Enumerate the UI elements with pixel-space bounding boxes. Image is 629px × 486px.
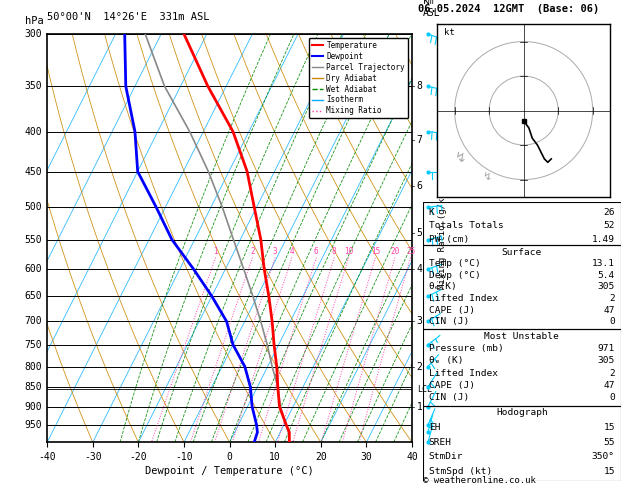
Text: LCL: LCL bbox=[418, 384, 433, 394]
Text: 8: 8 bbox=[332, 246, 337, 256]
Text: 20: 20 bbox=[391, 246, 399, 256]
Text: 350°: 350° bbox=[592, 452, 615, 461]
Text: 900: 900 bbox=[24, 401, 42, 412]
Text: 5: 5 bbox=[416, 228, 422, 238]
Text: 0: 0 bbox=[609, 393, 615, 402]
Text: 6: 6 bbox=[416, 181, 422, 191]
Text: 7: 7 bbox=[416, 135, 422, 145]
Text: 8: 8 bbox=[416, 81, 422, 91]
Text: θₑ (K): θₑ (K) bbox=[428, 356, 463, 365]
Text: 4: 4 bbox=[416, 264, 422, 274]
Text: 2: 2 bbox=[250, 246, 255, 256]
Legend: Temperature, Dewpoint, Parcel Trajectory, Dry Adiabat, Wet Adiabat, Isotherm, Mi: Temperature, Dewpoint, Parcel Trajectory… bbox=[309, 38, 408, 119]
Text: 50°00'N  14°26'E  331m ASL: 50°00'N 14°26'E 331m ASL bbox=[47, 12, 209, 22]
Text: StmSpd (kt): StmSpd (kt) bbox=[428, 467, 492, 476]
Text: 2: 2 bbox=[416, 362, 422, 372]
Text: 600: 600 bbox=[24, 264, 42, 274]
Text: 400: 400 bbox=[24, 126, 42, 137]
Text: 5.4: 5.4 bbox=[598, 271, 615, 279]
Text: CIN (J): CIN (J) bbox=[428, 393, 469, 402]
Text: 0: 0 bbox=[609, 317, 615, 326]
Text: 55: 55 bbox=[603, 437, 615, 447]
Text: 305: 305 bbox=[598, 282, 615, 291]
Text: θₑ(K): θₑ(K) bbox=[428, 282, 457, 291]
Text: CAPE (J): CAPE (J) bbox=[428, 306, 475, 314]
Text: 1: 1 bbox=[213, 246, 218, 256]
Text: ↯: ↯ bbox=[482, 172, 492, 182]
Text: Dewp (°C): Dewp (°C) bbox=[428, 271, 481, 279]
Text: Pressure (mb): Pressure (mb) bbox=[428, 344, 503, 353]
Text: ↯: ↯ bbox=[455, 151, 466, 165]
Text: 450: 450 bbox=[24, 167, 42, 176]
Text: 2: 2 bbox=[609, 294, 615, 303]
Text: 06.05.2024  12GMT  (Base: 06): 06.05.2024 12GMT (Base: 06) bbox=[418, 3, 599, 14]
Text: 971: 971 bbox=[598, 344, 615, 353]
Text: 3: 3 bbox=[416, 316, 422, 326]
Text: 2: 2 bbox=[609, 368, 615, 378]
Text: 300: 300 bbox=[24, 29, 42, 39]
Text: 550: 550 bbox=[24, 235, 42, 244]
Text: 950: 950 bbox=[24, 420, 42, 430]
Text: K: K bbox=[428, 208, 435, 217]
Text: Lifted Index: Lifted Index bbox=[428, 294, 498, 303]
Text: Totals Totals: Totals Totals bbox=[428, 222, 503, 230]
Text: SREH: SREH bbox=[428, 437, 452, 447]
Text: 15: 15 bbox=[370, 246, 380, 256]
Text: Mixing Ratio (g/kg): Mixing Ratio (g/kg) bbox=[438, 187, 447, 289]
Text: 1.49: 1.49 bbox=[592, 235, 615, 243]
Text: EH: EH bbox=[428, 423, 440, 432]
Text: PW (cm): PW (cm) bbox=[428, 235, 469, 243]
Text: 52: 52 bbox=[603, 222, 615, 230]
Text: 15: 15 bbox=[603, 423, 615, 432]
X-axis label: Dewpoint / Temperature (°C): Dewpoint / Temperature (°C) bbox=[145, 466, 314, 476]
Text: 25: 25 bbox=[406, 246, 415, 256]
Text: 3: 3 bbox=[273, 246, 277, 256]
Text: 800: 800 bbox=[24, 362, 42, 372]
Text: 10: 10 bbox=[344, 246, 353, 256]
Text: 47: 47 bbox=[603, 306, 615, 314]
Text: StmDir: StmDir bbox=[428, 452, 463, 461]
Text: Most Unstable: Most Unstable bbox=[484, 331, 559, 341]
Text: 26: 26 bbox=[603, 208, 615, 217]
Text: 750: 750 bbox=[24, 340, 42, 350]
Text: hPa: hPa bbox=[25, 16, 44, 26]
Text: Surface: Surface bbox=[502, 248, 542, 257]
Text: 15: 15 bbox=[603, 467, 615, 476]
Text: kt: kt bbox=[444, 28, 455, 36]
Text: 1: 1 bbox=[416, 401, 422, 412]
Text: 500: 500 bbox=[24, 202, 42, 212]
Text: 700: 700 bbox=[24, 316, 42, 326]
Text: 650: 650 bbox=[24, 291, 42, 301]
Text: 47: 47 bbox=[603, 381, 615, 390]
Text: CAPE (J): CAPE (J) bbox=[428, 381, 475, 390]
Text: Temp (°C): Temp (°C) bbox=[428, 259, 481, 268]
Text: 350: 350 bbox=[24, 81, 42, 91]
Text: 13.1: 13.1 bbox=[592, 259, 615, 268]
Text: 4: 4 bbox=[289, 246, 294, 256]
Text: © weatheronline.co.uk: © weatheronline.co.uk bbox=[423, 476, 535, 485]
Text: Lifted Index: Lifted Index bbox=[428, 368, 498, 378]
Text: 850: 850 bbox=[24, 382, 42, 392]
Text: 6: 6 bbox=[314, 246, 319, 256]
Text: 305: 305 bbox=[598, 356, 615, 365]
Text: km
ASL: km ASL bbox=[423, 0, 440, 17]
Text: CIN (J): CIN (J) bbox=[428, 317, 469, 326]
Text: Hodograph: Hodograph bbox=[496, 408, 548, 417]
